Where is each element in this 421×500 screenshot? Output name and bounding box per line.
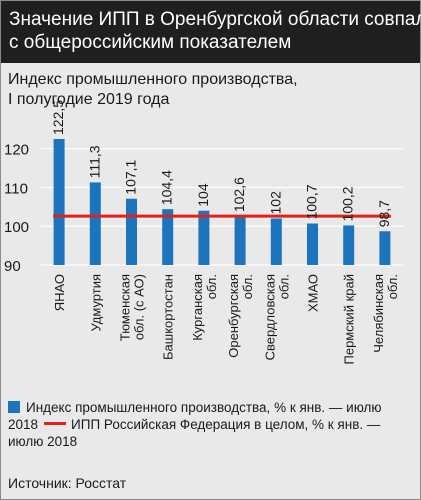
category-label-4-1: обл.: [204, 274, 219, 299]
y-axis-ticks: 90 100 110 120: [4, 142, 29, 275]
category-label-9-0: Челябинская: [371, 274, 386, 353]
bar-chart: 90 100 110 120 122,5 111,3 107,1 104,4 104 102,6…: [4, 100, 403, 364]
value-label-7: 100,7: [304, 184, 320, 219]
legend-bar-swatch: [8, 401, 20, 413]
value-label-8: 100,2: [340, 186, 356, 221]
legend: Индекс промышленного производства, % к я…: [8, 399, 413, 450]
legend-line-label-cont: июлю 2018: [8, 434, 78, 449]
chart-title: Индекс промышленного производства, I пол…: [8, 70, 413, 110]
category-label-1-0: Удмуртия: [88, 274, 103, 331]
bar-2: [126, 198, 137, 265]
bar-8: [343, 225, 355, 265]
x-axis-labels: ЯНАО Удмуртия Тюменская обл. (с АО) Башкорто…: [52, 274, 400, 364]
bar-3: [162, 209, 174, 265]
value-labels: 122,5 111,3 107,1 104,4 104 102,6 102 100,7 100,…: [50, 100, 392, 228]
category-label-2-0: Тюменская: [118, 274, 133, 341]
bar-7: [307, 223, 318, 265]
category-label-6-0: Свердловская: [262, 274, 277, 360]
category-label-5-1: обл.: [240, 274, 255, 299]
legend-line-entry: 2018 ИПП Российская Федерация в целом, % …: [8, 416, 413, 433]
category-label-7-0: ХМАО: [306, 274, 321, 312]
legend-bar-label: Индекс промышленного производства, % к я…: [26, 400, 382, 415]
category-label-2-1: обл. (с АО): [132, 274, 147, 340]
bar-6: [270, 218, 282, 265]
category-label-0-0: ЯНАО: [52, 274, 67, 311]
value-label-6: 102: [267, 191, 283, 215]
bar-4: [198, 210, 210, 265]
bar-9: [379, 231, 391, 265]
category-label-9-1: обл.: [385, 274, 400, 299]
chart-title-line-2: I полугодие 2019 года: [8, 91, 170, 108]
legend-bar-label-cont: 2018: [8, 417, 39, 432]
bar-5: [234, 216, 246, 265]
bars: [53, 139, 391, 265]
value-label-4: 104: [195, 183, 211, 207]
y-tick-label-100: 100: [4, 219, 29, 236]
y-tick-label-90: 90: [4, 258, 21, 275]
bar-0: [53, 139, 65, 265]
y-tick-label-120: 120: [4, 142, 29, 159]
value-label-3: 104,4: [159, 170, 175, 205]
chart-title-line-1: Индекс промышленного производства,: [8, 71, 298, 88]
legend-line-swatch: [44, 422, 67, 425]
legend-line-label: ИПП Российская Федерация в целом, % к ян…: [71, 417, 381, 432]
category-label-6-1: обл.: [276, 274, 291, 299]
value-label-9: 98,7: [376, 200, 392, 227]
value-label-0: 122,5: [50, 100, 66, 135]
category-label-4-0: Курганская: [190, 274, 205, 341]
headline-line-1: Значение ИПП в Оренбургской области совп…: [9, 9, 421, 30]
value-label-2: 107,1: [123, 159, 139, 194]
category-label-3-0: Башкортостан: [161, 274, 176, 360]
category-label-5-0: Оренбургская: [226, 274, 241, 358]
gridlines: [41, 148, 403, 266]
value-label-5: 102,6: [231, 177, 247, 212]
source-note: Источник: Росстат: [8, 475, 127, 491]
value-label-1: 111,3: [86, 145, 102, 178]
y-tick-label-110: 110: [4, 180, 28, 197]
headline-line-2: с общероссийским показателем: [9, 32, 292, 53]
legend-bar-entry: Индекс промышленного производства, % к я…: [8, 399, 413, 416]
header-banner: Значение ИПП в Оренбургской области совп…: [1, 1, 421, 63]
category-label-8-0: Пермский край: [342, 274, 357, 364]
bar-1: [89, 182, 101, 265]
